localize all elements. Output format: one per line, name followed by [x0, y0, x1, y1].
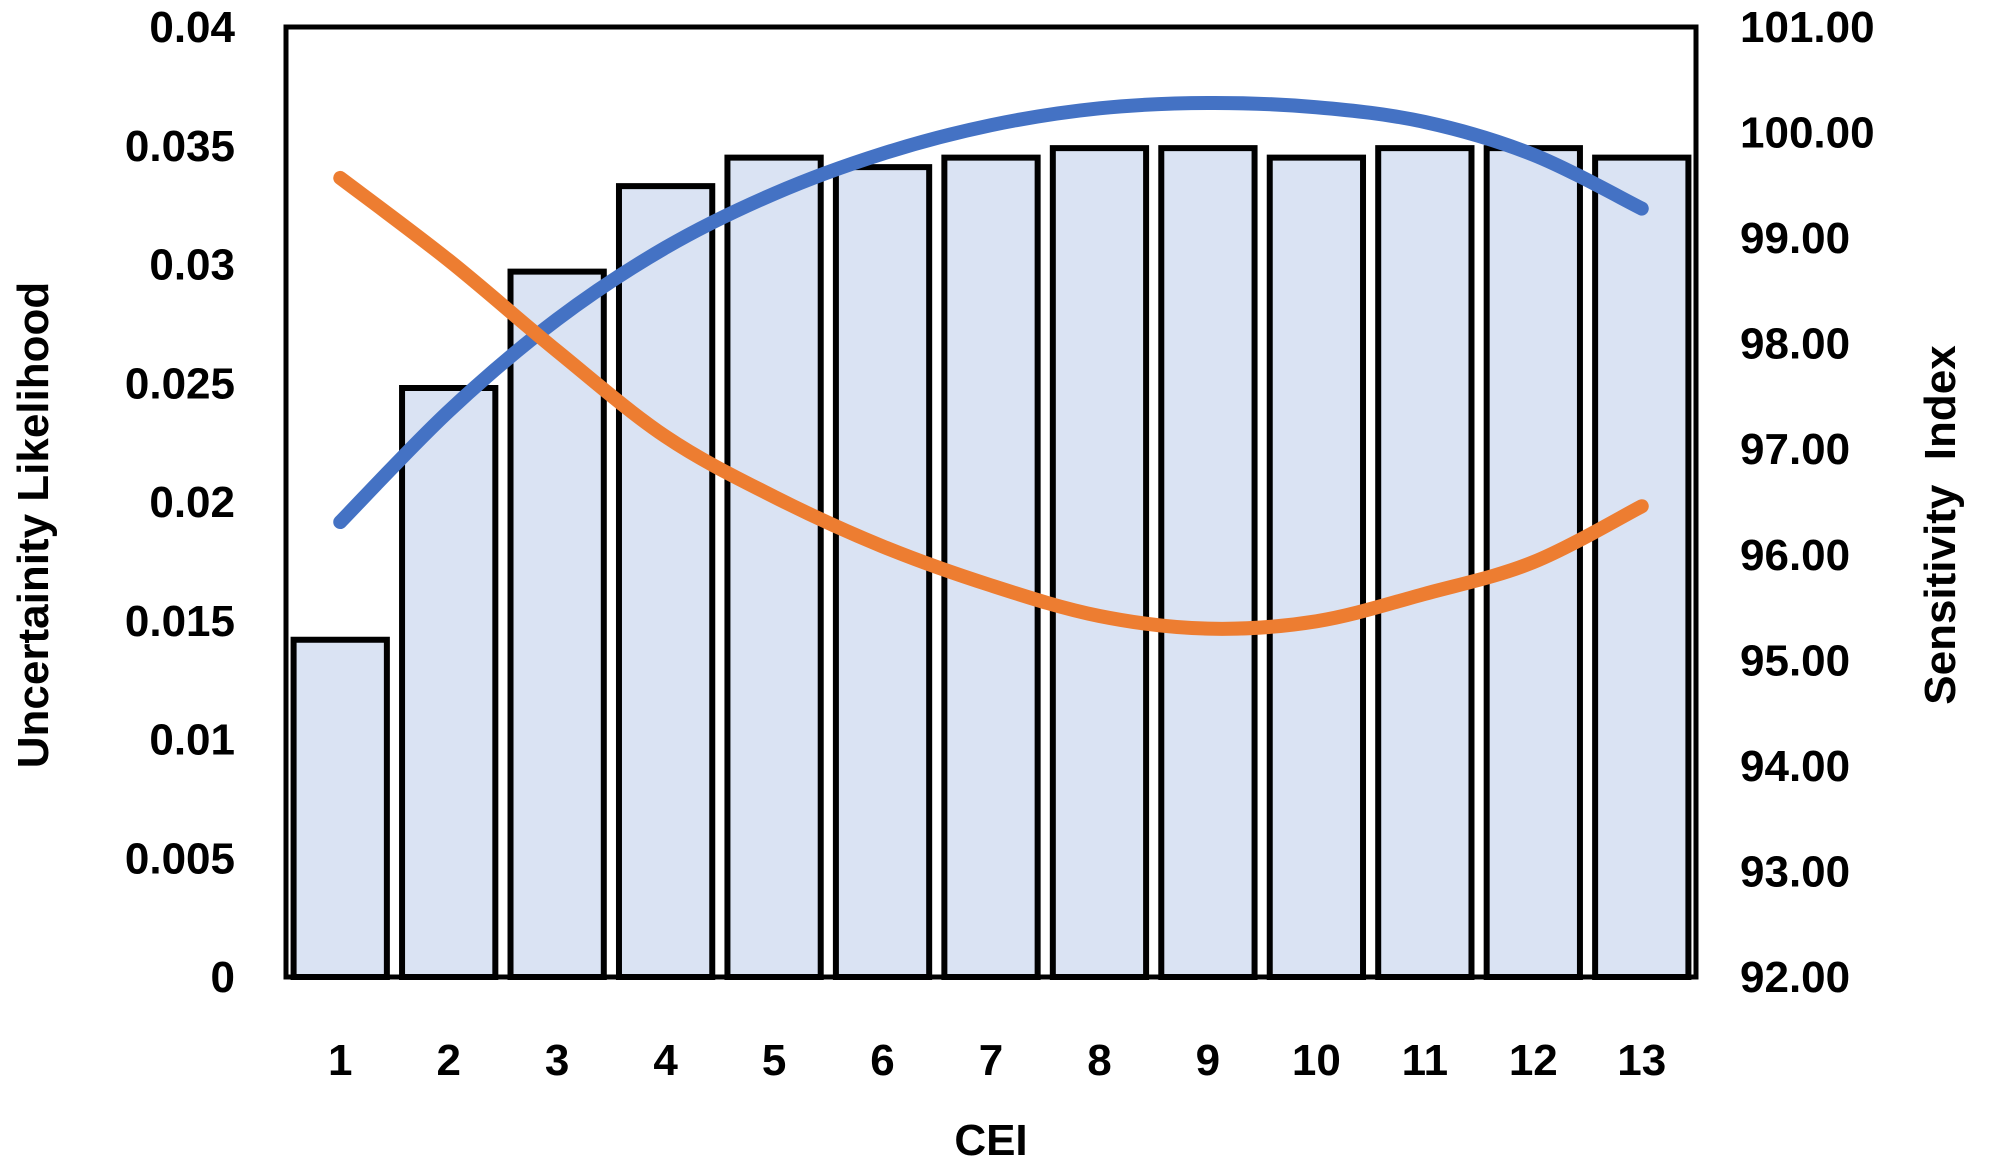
x-tick-label: 10 — [1292, 1036, 1341, 1085]
right-tick-label: 93.00 — [1740, 847, 1850, 896]
left-tick-label: 0.005 — [125, 834, 235, 883]
bar-5 — [724, 154, 824, 980]
right-tick-label: 98.00 — [1740, 320, 1850, 369]
bar-3 — [507, 268, 607, 980]
blue-trend-line — [333, 95, 1649, 530]
x-tick-label: 9 — [1196, 1036, 1220, 1085]
line-series-group — [333, 95, 1649, 636]
x-tick-label: 7 — [979, 1036, 1003, 1085]
right-tick-label: 99.00 — [1740, 214, 1850, 263]
right-tick-label: 96.00 — [1740, 531, 1850, 580]
left-tick-label: 0.025 — [125, 359, 235, 408]
left-axis-ticks: 0 0.005 0.01 0.015 0.02 0.025 0.03 0.035 0.04 — [125, 3, 236, 1002]
right-tick-label: 95.00 — [1740, 636, 1850, 685]
x-tick-label: 5 — [762, 1036, 786, 1085]
bar-2 — [399, 385, 499, 980]
bar-6 — [832, 164, 933, 980]
right-tick-label: 97.00 — [1740, 425, 1850, 474]
x-tick-label: 11 — [1402, 1036, 1449, 1085]
left-tick-label: 0.035 — [125, 122, 235, 171]
x-tick-label: 13 — [1617, 1036, 1666, 1085]
left-axis-title: Uncertainity Likelihood — [9, 282, 58, 769]
left-tick-label: 0.01 — [149, 716, 235, 765]
x-tick-label: 3 — [545, 1036, 569, 1085]
right-axis-ticks: 92.00 93.00 94.00 95.00 96.00 97.00 98.00 99.00… — [1740, 3, 1875, 1002]
x-tick-label: 1 — [328, 1036, 352, 1085]
right-tick-label: 100.00 — [1740, 109, 1875, 158]
bar-1 — [290, 636, 390, 980]
bar-11 — [1375, 145, 1475, 980]
bar-4 — [615, 183, 716, 980]
left-tick-label: 0.03 — [149, 241, 235, 290]
bar-9 — [1158, 145, 1258, 980]
right-tick-label: 94.00 — [1740, 742, 1850, 791]
left-tick-label: 0.015 — [125, 597, 235, 646]
bar-10 — [1266, 154, 1367, 980]
x-tick-label: 2 — [436, 1036, 460, 1085]
x-tick-label: 6 — [870, 1036, 894, 1085]
bar-series — [290, 145, 1692, 980]
x-tick-label: 4 — [653, 1036, 678, 1085]
orange-trend-line — [333, 170, 1649, 636]
bar-13 — [1592, 154, 1692, 980]
x-axis-title: CEI — [954, 1116, 1027, 1165]
x-tick-label: 8 — [1087, 1036, 1111, 1085]
left-tick-label: 0.04 — [149, 3, 235, 52]
left-tick-label: 0.02 — [149, 478, 235, 527]
right-axis-title: Sensitivity Index — [1916, 345, 1965, 705]
x-axis-ticks: 1 2 3 4 5 6 7 8 9 10 11 12 13 — [328, 1036, 1666, 1085]
x-tick-label: 12 — [1509, 1036, 1558, 1085]
right-tick-label: 101.00 — [1740, 3, 1875, 52]
right-tick-label: 92.00 — [1740, 953, 1850, 1002]
bar-8 — [1049, 145, 1150, 980]
left-tick-label: 0 — [211, 953, 235, 1002]
